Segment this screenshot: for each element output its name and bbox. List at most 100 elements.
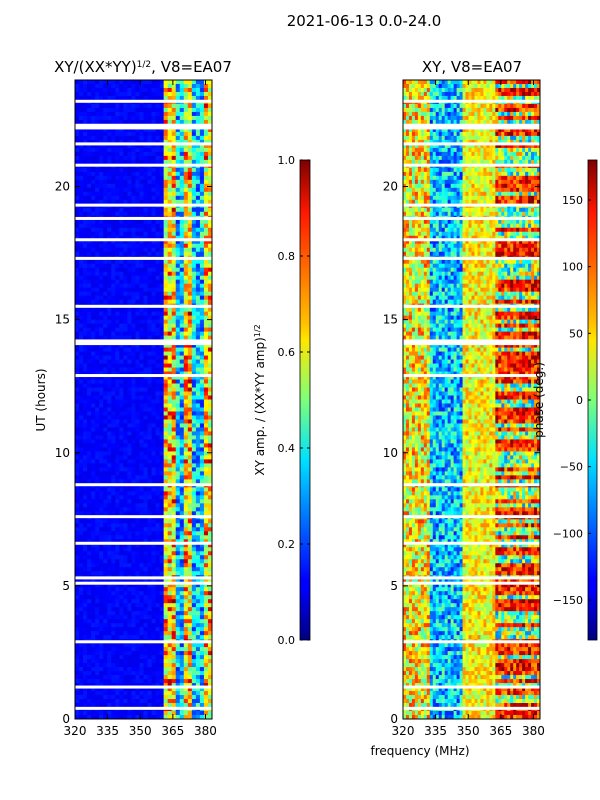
heatmap-cell: [139, 467, 144, 472]
heatmap-cell: [87, 291, 92, 297]
heatmap-cell: [115, 263, 120, 269]
heatmap-cell: [79, 359, 84, 364]
heatmap-cell: [111, 187, 116, 193]
heatmap-cell: [207, 459, 212, 464]
heatmap-cell: [143, 587, 148, 592]
heatmap-cell: [115, 171, 120, 177]
heatmap-cell: [95, 543, 100, 548]
heatmap-cell: [143, 563, 148, 568]
heatmap-cell: [187, 387, 193, 392]
heatmap-cell: [119, 595, 124, 600]
heatmap-cell: [183, 447, 189, 452]
heatmap-cell: [147, 111, 152, 117]
heatmap-cell: [199, 527, 205, 532]
heatmap-cell: [179, 295, 185, 301]
heatmap-cell: [191, 159, 197, 165]
heatmap-cell: [143, 311, 148, 317]
heatmap-cell: [99, 379, 104, 384]
heatmap-cell: [151, 223, 156, 229]
heatmap-cell: [131, 423, 136, 428]
heatmap-cell: [155, 139, 161, 145]
heatmap-cell: [179, 183, 185, 189]
heatmap-cell: [147, 327, 152, 332]
heatmap-cell: [143, 443, 148, 448]
heatmap-cell: [155, 595, 161, 600]
heatmap-cell: [199, 107, 205, 113]
heatmap-cell: [103, 211, 108, 217]
heatmap-cell: [203, 623, 209, 628]
heatmap-cell: [163, 251, 169, 257]
heatmap-cell: [103, 603, 108, 608]
heatmap-cell: [91, 383, 96, 388]
heatmap-cell: [135, 363, 140, 368]
heatmap-cell: [139, 555, 144, 560]
heatmap-cell: [143, 231, 148, 237]
heatmap-cell: [107, 319, 112, 325]
heatmap-cell: [103, 383, 108, 388]
heatmap-cell: [143, 95, 148, 101]
heatmap-cell: [127, 559, 132, 564]
heatmap-cell: [87, 495, 92, 500]
heatmap-cell: [87, 351, 92, 356]
heatmap-cell: [151, 271, 156, 277]
heatmap-cell: [99, 591, 104, 596]
heatmap-cell: [159, 383, 165, 388]
heatmap-cell: [187, 543, 193, 548]
heatmap-cell: [207, 555, 212, 560]
heatmap-cell: [143, 475, 148, 480]
heatmap-cell: [199, 227, 205, 233]
heatmap-cell: [103, 207, 108, 213]
heatmap-cell: [175, 471, 181, 476]
heatmap-cell: [111, 323, 116, 329]
heatmap-cell: [135, 375, 140, 380]
heatmap-cell: [135, 319, 140, 325]
heatmap-cell: [199, 543, 205, 548]
heatmap-cell: [171, 331, 177, 336]
heatmap-cell: [179, 439, 185, 444]
heatmap-cell: [151, 83, 156, 89]
heatmap-cell: [103, 219, 108, 225]
heatmap-cell: [83, 447, 88, 452]
heatmap-cell: [115, 411, 120, 416]
heatmap-cell: [171, 263, 177, 269]
heatmap-cell: [207, 631, 212, 636]
heatmap-cell: [179, 591, 185, 596]
heatmap-cell: [199, 559, 205, 564]
heatmap-cell: [191, 543, 197, 548]
heatmap-cell: [203, 107, 209, 113]
heatmap-cell: [163, 439, 169, 444]
heatmap-cell: [135, 419, 140, 424]
heatmap-cell: [139, 183, 144, 189]
heatmap-cell: [107, 247, 112, 253]
heatmap-cell: [167, 231, 173, 237]
heatmap-cell: [183, 183, 189, 189]
heatmap-cell: [115, 351, 120, 356]
heatmap-cell: [123, 455, 128, 460]
heatmap-cell: [119, 423, 124, 428]
heatmap-cell: [99, 499, 104, 504]
heatmap-cell: [187, 179, 193, 185]
heatmap-cell: [203, 635, 209, 640]
heatmap-cell: [139, 355, 144, 360]
heatmap-cell: [167, 139, 173, 145]
heatmap-cell: [195, 147, 201, 153]
heatmap-cell: [111, 227, 116, 233]
heatmap-cell: [175, 395, 181, 400]
heatmap-cell: [107, 451, 112, 456]
heatmap-cell: [207, 491, 212, 496]
heatmap-cell: [115, 475, 120, 480]
heatmap-cell: [179, 443, 185, 448]
heatmap-cell: [143, 535, 148, 540]
heatmap-cell: [203, 535, 209, 540]
heatmap-cell: [135, 183, 140, 189]
heatmap-cell: [103, 475, 108, 480]
heatmap-cell: [99, 347, 104, 352]
heatmap-cell: [95, 511, 100, 516]
heatmap-cell: [107, 431, 112, 436]
heatmap-cell: [127, 195, 132, 201]
heatmap-cell: [99, 247, 104, 253]
heatmap-cell: [171, 643, 177, 648]
heatmap-cell: [191, 259, 197, 265]
heatmap-cell: [83, 127, 88, 133]
heatmap-cell: [99, 403, 104, 408]
